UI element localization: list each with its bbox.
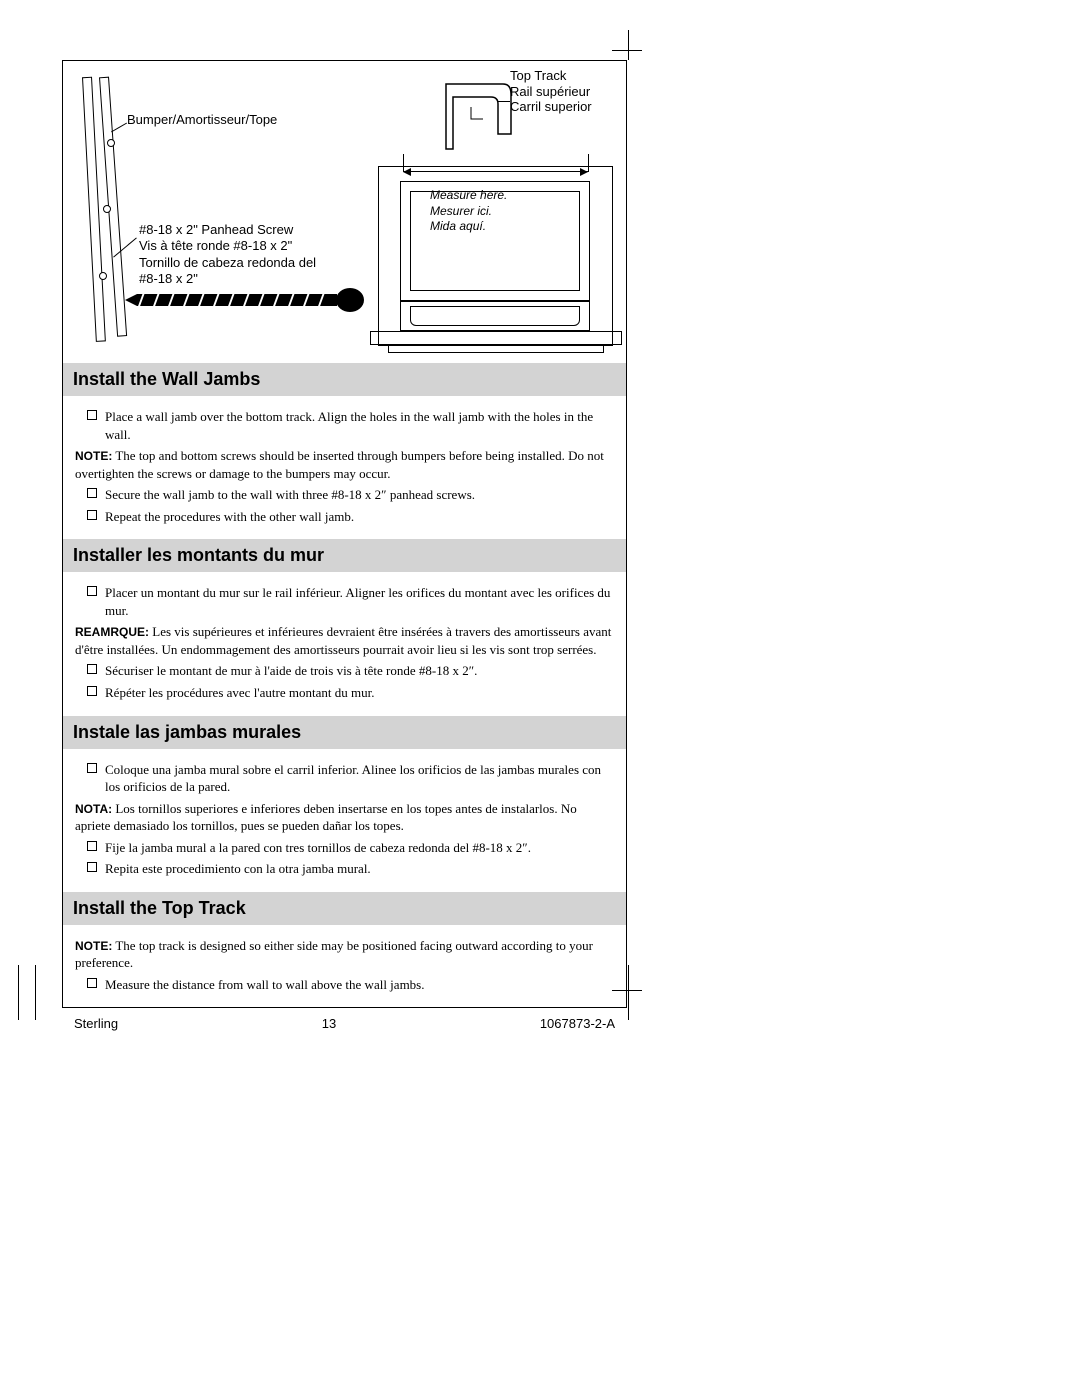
checkbox-icon [87,664,97,674]
section-header-install-wall-jambs: Install the Wall Jambs [63,363,626,396]
screw-icon [125,287,365,313]
footer-doc-id: 1067873-2-A [540,1016,615,1031]
section-body: Placer un montant du mur sur le rail inf… [63,572,626,715]
bumper-label: Bumper/Amortisseur/Tope [127,112,277,128]
checkbox-icon [87,862,97,872]
leader-line [498,101,510,102]
checkbox-icon [87,410,97,420]
top-track-label: Top Track Rail supérieur Carril superior [510,68,592,115]
checklist-item: Répéter les procédures avec l'autre mont… [87,684,614,702]
footer-brand: Sterling [74,1016,118,1031]
section-header-instale-jambas: Instale las jambas murales [63,716,626,749]
checkbox-icon [87,978,97,988]
page-frame: Bumper/Amortisseur/Tope #8-18 x 2" Panhe… [62,60,627,1008]
section-body: Coloque una jamba mural sobre el carril … [63,749,626,892]
footer-page-number: 13 [322,1016,336,1031]
note-text: NOTE: The top and bottom screws should b… [75,447,614,482]
crop-mark [35,965,36,1020]
checkbox-icon [87,841,97,851]
checklist-item: Sécuriser le montant de mur à l'aide de … [87,662,614,680]
note-text: NOTA: Los tornillos superiores e inferio… [75,800,614,835]
checklist-item: Fije la jamba mural a la pared con tres … [87,839,614,857]
checklist-item: Placer un montant du mur sur le rail inf… [87,584,614,619]
crop-mark [18,965,19,1020]
note-text: REAMRQUE: Les vis supérieures et inférie… [75,623,614,658]
section-header-installer-montants: Installer les montants du mur [63,539,626,572]
checkbox-icon [87,510,97,520]
measure-label: Measure here. Mesurer ici. Mida aquí. [430,188,507,235]
crop-mark [628,30,629,60]
section-body: NOTE: The top track is designed so eithe… [63,925,626,1008]
section-header-install-top-track: Install the Top Track [63,892,626,925]
checkbox-icon [87,586,97,596]
screw-label: #8-18 x 2" Panhead Screw Vis à tête rond… [139,222,316,287]
checkbox-icon [87,763,97,773]
checklist-item: Coloque una jamba mural sobre el carril … [87,761,614,796]
checkbox-icon [87,488,97,498]
page-footer: Sterling 13 1067873-2-A [62,1008,627,1031]
crop-mark [628,965,629,1020]
checklist-item: Measure the distance from wall to wall a… [87,976,614,994]
crop-mark [612,990,642,991]
checkbox-icon [87,686,97,696]
note-text: NOTE: The top track is designed so eithe… [75,937,614,972]
top-track-profile [443,79,513,159]
checklist-item: Repita este procedimiento con la otra ja… [87,860,614,878]
checklist-item: Repeat the procedures with the other wal… [87,508,614,526]
diagram-area: Bumper/Amortisseur/Tope #8-18 x 2" Panhe… [63,61,626,363]
crop-mark [612,50,642,51]
checklist-item: Secure the wall jamb to the wall with th… [87,486,614,504]
checklist-item: Place a wall jamb over the bottom track.… [87,408,614,443]
section-body: Place a wall jamb over the bottom track.… [63,396,626,539]
tub-diagram: Measure here. Mesurer ici. Mida aquí. [378,166,613,346]
